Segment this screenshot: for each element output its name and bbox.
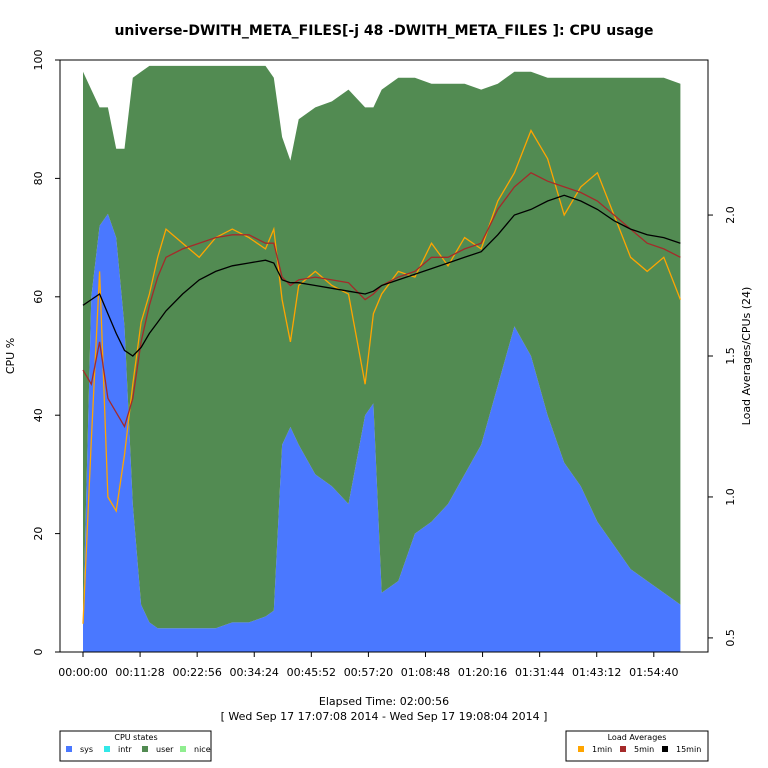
legend-label-15min: 15min — [676, 745, 701, 754]
legend-load-frame — [565, 730, 709, 762]
x-axis-sublabel: [ Wed Sep 17 17:07:08 2014 - Wed Sep 17 … — [221, 710, 548, 723]
line-5min — [82, 172, 681, 429]
y-tick-label: 20 — [32, 527, 45, 541]
line-15min — [82, 194, 681, 357]
legend-load-entries: 1min 5min 15min — [578, 745, 701, 754]
y2-tick-label: 1.0 — [724, 488, 737, 506]
legend-swatch-nice — [180, 746, 186, 752]
legend-swatch-1min — [578, 746, 584, 752]
legend-cpu-title: CPU states — [114, 733, 157, 742]
x-axis-label: Elapsed Time: 02:00:56 — [319, 695, 449, 708]
y2-tick-label: 1.5 — [724, 347, 737, 365]
x-tick-label: 01:31:44 — [515, 666, 564, 679]
legend-cpu-entries: sys intr user nice — [66, 745, 211, 754]
y-tick-label: 60 — [32, 290, 45, 304]
x-tick-label: 01:43:12 — [572, 666, 621, 679]
x-tick-label: 00:34:24 — [230, 666, 279, 679]
legend-swatch-5min — [620, 746, 626, 752]
area-layer — [83, 65, 681, 652]
x-tick-label: 00:57:20 — [344, 666, 393, 679]
legend-label-nice: nice — [194, 745, 211, 754]
legend-label-user: user — [156, 745, 174, 754]
y-axis-left: 0 20 40 60 80 100 — [32, 50, 60, 656]
x-tick-label: 00:45:52 — [287, 666, 336, 679]
y-tick-label: 80 — [32, 171, 45, 185]
y-axis-right: 0.5 1.0 1.5 2.0 — [708, 206, 737, 647]
legend-load-title: Load Averages — [608, 733, 667, 742]
legend-label-intr: intr — [118, 745, 132, 754]
x-tick-label: 01:08:48 — [401, 666, 450, 679]
area-sys — [83, 213, 681, 652]
line-1min — [82, 129, 682, 624]
x-tick-label: 01:20:16 — [458, 666, 507, 679]
y2-tick-label: 2.0 — [724, 206, 737, 224]
legend-swatch-sys — [66, 746, 72, 752]
legend-swatch-intr — [104, 746, 110, 752]
x-tick-label: 00:22:56 — [172, 666, 221, 679]
y-tick-label: 100 — [32, 50, 45, 71]
x-tick-label: 00:11:28 — [115, 666, 164, 679]
load-lines-layer — [82, 129, 682, 624]
y-tick-label: 40 — [32, 408, 45, 422]
chart-title: universe-DWITH_META_FILES[-j 48 -DWITH_M… — [114, 23, 653, 39]
x-axis: 00:00:00 00:11:28 00:22:56 00:34:24 00:45:52… — [58, 652, 679, 679]
legend-cpu-states: CPU states sys intr user nice — [59, 730, 212, 762]
legend-swatch-15min — [662, 746, 668, 752]
legend-label-1min: 1min — [592, 745, 612, 754]
x-tick-label: 01:54:40 — [629, 666, 678, 679]
legend-load-averages: Load Averages 1min 5min 15min — [565, 730, 709, 762]
plot-area — [59, 59, 709, 653]
legend-label-sys: sys — [80, 745, 93, 754]
y-axis-label: CPU % — [4, 338, 17, 374]
x-tick-label: 00:00:00 — [58, 666, 107, 679]
y2-tick-label: 0.5 — [724, 629, 737, 647]
y2-axis-label: Load Averages/CPUs (24) — [740, 287, 753, 426]
legend-label-5min: 5min — [634, 745, 654, 754]
y-tick-label: 0 — [32, 649, 45, 656]
area-user — [83, 65, 681, 629]
legend-swatch-user — [142, 746, 148, 752]
